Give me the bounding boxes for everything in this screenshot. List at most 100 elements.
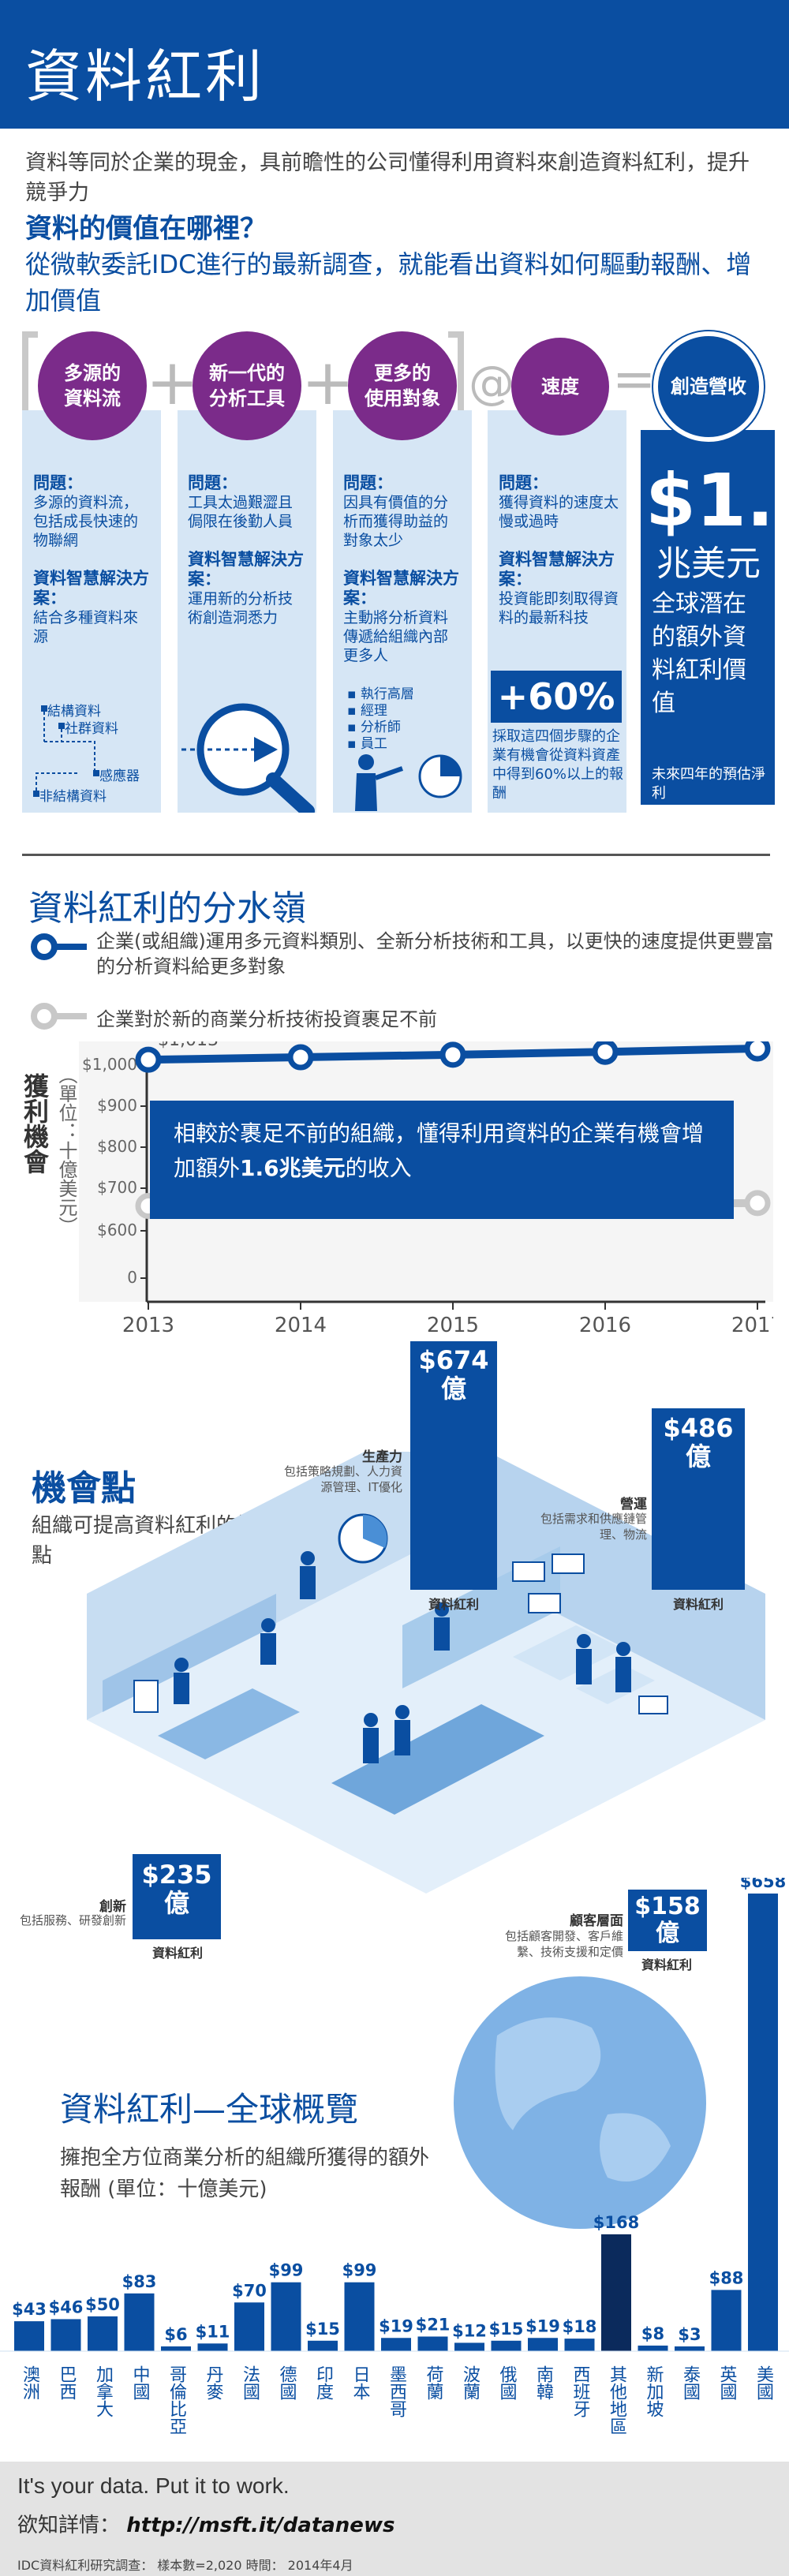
operations-desc: 包括需求和供應鏈管理、物流 (540, 1512, 647, 1542)
problem-label: 問題： (188, 473, 237, 492)
role-manager: ▪ 經理 (347, 703, 387, 719)
y-tick-label: $600 (97, 1221, 137, 1239)
legend-sensor: 感應器 (99, 768, 140, 784)
solution-text: 主動將分析資料傳遞給組織內部更多人 (343, 609, 449, 664)
bar-中國 (124, 2293, 155, 2351)
bar-南韓 (528, 2338, 558, 2351)
bar-value-label: $12 (452, 2321, 487, 2340)
driver-column-1 (22, 410, 161, 813)
country-label: 加拿大 (93, 2365, 113, 2417)
result-description: 全球潛在的額外資料紅利價值 (652, 590, 746, 717)
driver-2-text: 問題： 工具太過艱澀且侷限在後勤人員 資料智慧解決方案： 運用新的分析技術創造洞… (188, 473, 306, 627)
header-banner: 資料紅利 (0, 0, 789, 129)
bar-哥倫比亞 (161, 2346, 191, 2351)
callout-bold: 1.6兆美元 (240, 1155, 346, 1181)
driver-column-3 (333, 410, 472, 813)
global-subtitle: 擁抱全方位商業分析的組織所獲得的額外報酬 (單位：十億美元) (60, 2146, 430, 2201)
country-labels: 澳洲 巴西 加拿大 中國 哥倫比亞 丹麥 法國 德國 印度 日本 墨西哥 荷蘭 波蘭 俄國 南韓 西班牙 其他地… (0, 2359, 789, 2462)
bar-value-label: $19 (379, 2316, 413, 2335)
customer-tag: 資料紅利 (641, 1957, 692, 1972)
global-bar-chart: $43 $46 $50$83$6 $11$70$99$15$99$19 $21 $12 $1… (0, 1878, 789, 2352)
innovation-desc: 包括服務、研發創新 (19, 1913, 126, 1927)
legend-social: 社群資料 (65, 721, 118, 737)
legend-unstructured: 非結構資料 (39, 789, 107, 805)
solution-label: 資料智慧解決方案： (33, 569, 149, 608)
problem-text: 多源的資料流，包括成長快速的物聯網 (33, 494, 139, 549)
bar-俄國 (491, 2340, 522, 2351)
productivity-bar (410, 1341, 497, 1590)
problem-text: 因具有價值的分析而獲得助益的對象太少 (343, 494, 449, 549)
footer-slogan: It's your data. Put it to work. (17, 2473, 290, 2498)
y-tick-label: $900 (97, 1096, 137, 1115)
solution-label: 資料智慧解決方案： (499, 550, 615, 589)
x-tick-label: 2015 (427, 1314, 479, 1337)
bar-value-label: $168 (593, 2213, 639, 2232)
series-strong-point (592, 1041, 619, 1065)
operations-tag: 資料紅利 (672, 1597, 724, 1612)
driver-4-text: 問題： 獲得資料的速度太慢或過時 資料智慧解決方案： 投資能即刻取得資料的最新科… (499, 473, 621, 627)
x-tick-label: 2017 (731, 1314, 773, 1337)
plus-sign: + (146, 346, 200, 419)
problem-text: 工具太過艱澀且侷限在後勤人員 (188, 494, 294, 530)
bar-加拿大 (88, 2316, 118, 2351)
bar-value-label: $8 (641, 2324, 664, 2343)
legend-strong-icon (31, 933, 87, 960)
country-label: 德國 (276, 2365, 297, 2400)
problem-label: 問題： (343, 473, 393, 492)
legend-structured: 結構資料 (47, 704, 101, 720)
stat-description: 採取這四個步驟的企業有機會從資料資產中得到60%以上的報酬 (492, 728, 624, 802)
bar-value-label: $19 (525, 2316, 560, 2335)
country-label: 泰國 (680, 2365, 700, 2400)
result-note: 未來四年的預估淨利 (652, 766, 765, 802)
x-tick-label: 2016 (579, 1314, 631, 1337)
operations-name: 營運 (620, 1497, 647, 1512)
more-label: 欲知詳情： (17, 2514, 121, 2537)
series-strong-point (744, 1041, 771, 1062)
innovation-tag: 資料紅利 (151, 1946, 203, 1961)
country-label: 中國 (129, 2365, 150, 2400)
bar-value-label: $83 (122, 2272, 157, 2291)
country-label: 英國 (716, 2365, 737, 2400)
innovation-amount: $235 億 (141, 1860, 212, 1918)
footer-source: IDC資料紅利研究調查： 樣本數=2,020 時間： 2014年4月 (17, 2558, 353, 2573)
result-amount: $1.6 (645, 458, 789, 543)
bar-德國 (271, 2282, 301, 2351)
callout-end: 的收入 (345, 1155, 412, 1181)
operations-bar (652, 1408, 745, 1590)
y-tick-label: $1,000 (82, 1055, 137, 1074)
bar-墨西哥 (381, 2338, 411, 2351)
bar-value-label: $658 (740, 1878, 786, 1891)
customer-desc: 包括顧客開發、客戶維繫、技術支援和定價 (504, 1929, 623, 1959)
stat-60-percent: +60% (491, 671, 622, 723)
problem-label: 問題： (499, 473, 548, 492)
bar-value-label: $50 (85, 2295, 120, 2314)
bar-其他地區 (601, 2234, 631, 2351)
role-executive: ▪ 執行高層 (347, 686, 414, 702)
country-label: 美國 (753, 2365, 773, 2400)
bar-西班牙 (564, 2339, 595, 2351)
solution-text: 結合多種資料來源 (33, 609, 139, 645)
bar-美國 (748, 1894, 778, 2351)
globe-icon (454, 1976, 706, 2229)
solution-text: 投資能即刻取得資料的最新科技 (499, 590, 619, 626)
bar-value-label: $6 (164, 2325, 187, 2344)
country-label: 哥倫比亞 (166, 2365, 186, 2435)
role-employee: ▪ 員工 (347, 736, 387, 752)
y-tick-label: $800 (97, 1137, 137, 1156)
solution-text: 運用新的分析技術創造洞悉力 (188, 590, 294, 626)
result-column (641, 430, 775, 805)
country-label: 波蘭 (460, 2365, 480, 2400)
series-strong-point (135, 1046, 162, 1073)
innovation-bar (133, 1854, 221, 1939)
country-label: 南韓 (533, 2365, 553, 2400)
plus-sign-2: + (301, 346, 355, 419)
bar-value-label: $70 (232, 2281, 267, 2300)
footer-link[interactable]: http://msft.it/datanews (126, 2514, 395, 2537)
roles-list: ▪ 執行高層 ▪ 經理 ▪ 分析師 ▪ 員工 (347, 686, 414, 753)
country-label: 其他地區 (607, 2365, 626, 2435)
series-strong-point (439, 1041, 466, 1068)
productivity-desc: 包括策略規劃、人力資源管理、IT優化 (284, 1464, 403, 1494)
country-label: 日本 (350, 2365, 370, 2400)
footer-more: 欲知詳情： http://msft.it/datanews (17, 2509, 394, 2538)
bar-value-label: $43 (12, 2300, 47, 2319)
